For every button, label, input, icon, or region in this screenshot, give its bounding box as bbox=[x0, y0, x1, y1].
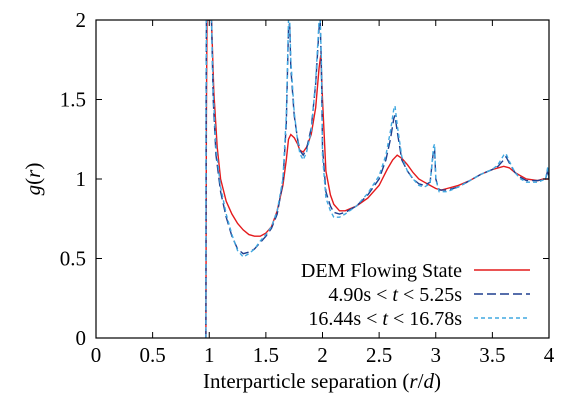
x-tick-label: 3.5 bbox=[479, 343, 505, 367]
plot-frame bbox=[95, 19, 550, 339]
legend-label-3: 16.44s < t < 16.78s bbox=[308, 308, 462, 330]
y-tick-label: 2 bbox=[76, 8, 87, 32]
y-tick-label: 0.5 bbox=[60, 247, 86, 271]
y-tick-label: 1.5 bbox=[60, 88, 86, 112]
series-line-3 bbox=[205, 20, 549, 338]
x-tick-label: 0 bbox=[91, 343, 102, 367]
legend-label-2: 4.90s < t < 5.25s bbox=[328, 284, 462, 306]
x-tick-label: 3 bbox=[431, 343, 442, 367]
x-tick-label: 0.5 bbox=[140, 343, 166, 367]
x-tick-label: 4 bbox=[544, 343, 555, 367]
y-tick-label: 1 bbox=[76, 167, 87, 191]
x-tick-label: 2.5 bbox=[366, 343, 392, 367]
y-axis-label: g(r) bbox=[21, 163, 45, 196]
legend-label-1: DEM Flowing State bbox=[301, 260, 462, 282]
x-axis-label: Interparticle separation (r/d) bbox=[203, 369, 441, 393]
y-tick-label: 0 bbox=[76, 326, 87, 350]
series-layer bbox=[205, 20, 549, 338]
x-tick-label: 1 bbox=[204, 343, 215, 367]
x-tick-label: 2 bbox=[317, 343, 328, 367]
axis-ticks: 0 0.5 1 1.5 2 2.5 3 3.5 4 0 0.5 1 1.5 2 bbox=[60, 8, 555, 367]
x-tick-label: 1.5 bbox=[253, 343, 279, 367]
